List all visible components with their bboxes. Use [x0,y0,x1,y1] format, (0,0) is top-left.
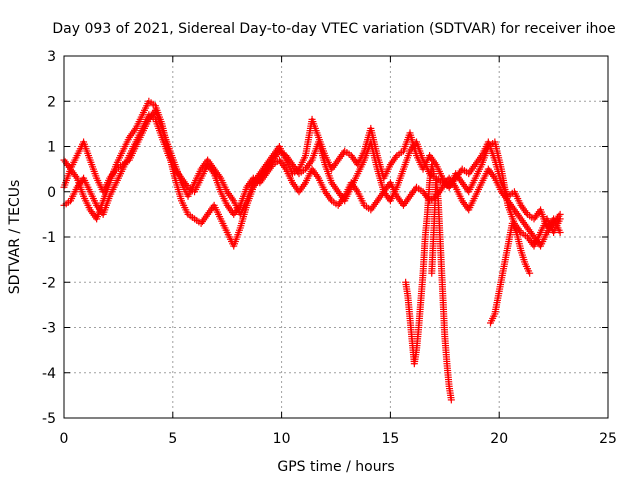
x-tick-label: 0 [60,431,69,447]
x-tick-label: 15 [381,431,399,447]
data-point [447,396,455,404]
y-tick-label: -1 [42,230,56,246]
x-tick-label: 5 [168,431,177,447]
y-tick-label: 2 [47,94,56,110]
y-tick-label: -3 [42,321,56,337]
y-axis-label: SDTVAR / TECUs [7,180,23,295]
y-tick-label: 1 [47,140,56,156]
data-points [60,97,564,404]
y-tick-label: 0 [47,185,56,201]
data-point [556,228,564,236]
chart-title: Day 093 of 2021, Sidereal Day-to-day VTE… [52,21,615,37]
y-tick-label: -5 [42,411,56,427]
x-tick-label: 10 [273,431,291,447]
axis-ticks: 0 5 10 15 20 25 -5 -4 -3 -2 -1 0 1 2 3 [42,49,617,447]
x-tick-label: 25 [599,431,617,447]
data-point [526,269,534,277]
y-tick-label: 3 [47,49,56,65]
x-axis-label: GPS time / hours [277,459,394,475]
y-tick-label: -2 [42,275,56,291]
data-point [430,170,438,178]
y-tick-label: -4 [42,366,56,382]
data-point [556,210,564,218]
x-tick-label: 20 [490,431,508,447]
grid [64,56,608,418]
